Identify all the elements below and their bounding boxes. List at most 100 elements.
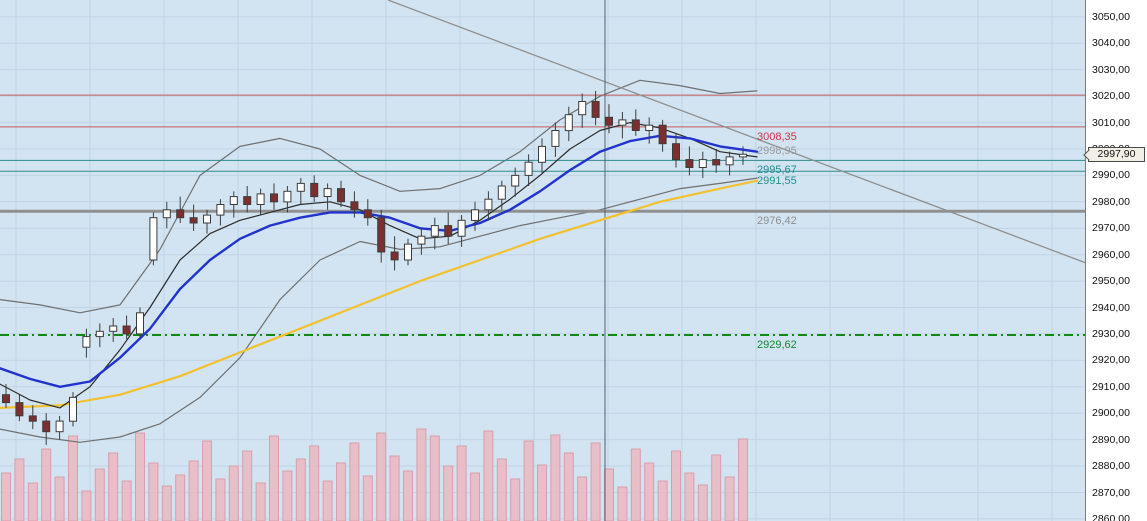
price-axis-label: 2900,00 [1092,407,1130,420]
price-axis-label: 2890,00 [1092,433,1130,446]
candle-body [350,201,359,211]
volume-bar [282,470,293,521]
candle-body [337,188,345,203]
candle-body [497,185,506,200]
candle-body [712,159,721,166]
volume-bar [362,475,373,521]
candle-body [109,325,118,332]
price-axis-label: 3030,00 [1092,63,1130,76]
volume-bar [41,448,52,521]
candle-body [42,420,51,433]
volume-bar [188,460,199,521]
volume-bar [738,438,748,521]
candle-body [189,217,198,224]
price-axis-label: 2860,00 [1092,512,1130,521]
candle-body [417,235,426,245]
candle-body [390,251,399,261]
candle-body [658,124,667,145]
candle-body [471,209,479,221]
candle-body [739,153,747,158]
candle-body [323,188,332,198]
volume-bar [523,440,534,521]
volume-bar [510,478,521,521]
price-axis-label: 3040,00 [1092,37,1130,50]
volume-bar [349,442,360,521]
volume-bar [590,442,601,521]
volume-bar [255,482,266,521]
volume-bar [27,482,38,521]
candle-body [15,402,24,417]
candle-body [377,217,386,253]
candle-body [28,415,37,422]
volume-bar [630,448,641,521]
volume-bar [135,432,145,521]
volume-bar [376,432,387,521]
volume-bar [429,435,440,521]
candle-body [430,225,439,237]
volume-bar [54,476,65,521]
candle-body [229,196,238,206]
volume-bar [295,458,306,521]
candle-body [444,225,453,237]
volume-bar [121,480,132,521]
candle-body [404,243,412,261]
volume-bar [671,450,681,521]
trendline[interactable] [387,0,1085,264]
price-axis[interactable]: 2997,90 3050,00 3040,00 3030,00 3020,00 3010… [1085,0,1147,521]
candle-body [216,204,225,216]
candle-body [256,193,265,205]
candle-body [605,116,613,126]
candle-body [82,336,91,348]
price-axis-label: 3020,00 [1092,90,1130,103]
volume-bar [617,486,628,521]
volume-bar [148,462,159,521]
candle-body [270,193,278,203]
candle-body [524,161,533,176]
candle-body [243,196,252,206]
candle-body [511,174,520,187]
candle-body [631,119,640,132]
volume-bar [309,445,320,521]
volume-bar [175,474,186,521]
volume-bar [94,468,105,521]
volume-bar [14,458,25,521]
volume-bar [161,485,172,521]
price-axis-label: 2980,00 [1092,195,1130,208]
candle-body [69,396,77,422]
volume-bar [416,428,427,521]
price-axis-label: 2970,00 [1092,222,1130,235]
price-axis-label: 3010,00 [1092,116,1130,129]
price-axis-label: 2940,00 [1092,301,1130,314]
volume-bar [470,472,480,521]
candle-body [645,124,654,131]
candle-body [162,209,171,219]
volume-bar [269,435,279,521]
volume-bar [604,468,614,521]
bollinger-upper-band [0,79,758,314]
candle-body [136,312,144,335]
volume-bar [711,454,722,521]
ma-blue [0,134,759,388]
price-chart[interactable] [0,0,1085,521]
candle-body [310,182,319,198]
candle-body [2,394,10,404]
candle-body [457,219,466,237]
candle-body [484,198,493,211]
volume-bar [537,464,547,521]
candle-body [551,130,560,147]
volume-bar [322,480,333,521]
price-axis-label: 2960,00 [1092,248,1130,261]
candle-body [363,209,372,219]
candle-body [591,101,600,118]
volume-bar [724,476,735,521]
price-axis-label: 2870,00 [1092,486,1130,499]
price-axis-label: 2920,00 [1092,354,1130,367]
candle-body [725,156,734,166]
ma-mid-black [0,121,758,409]
volume-bar [81,490,92,521]
volume-bar [202,440,212,521]
volume-bar [496,458,507,521]
candle-body [95,330,104,338]
candle-body [685,159,694,169]
